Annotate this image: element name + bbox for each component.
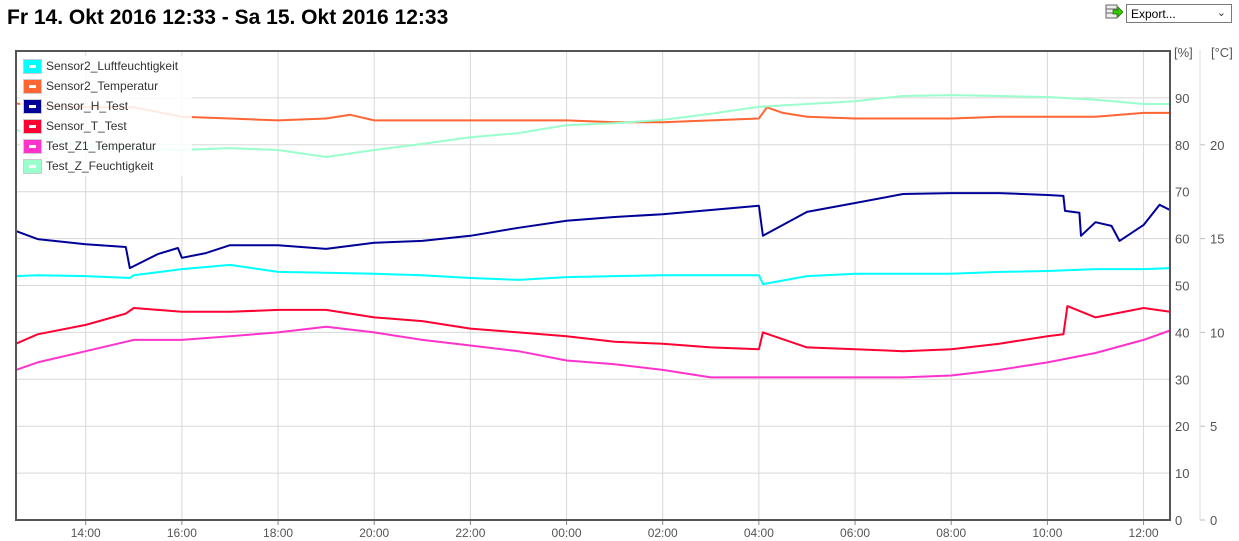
legend-swatch [23,118,42,134]
legend-label: Test_Z1_Temperatur [46,139,157,153]
x-tick-label: 00:00 [552,526,582,540]
legend-label: Sensor_T_Test [46,119,127,133]
chart-title: Fr 14. Okt 2016 12:33 - Sa 15. Okt 2016 … [7,6,449,29]
table-export-icon[interactable] [1105,4,1123,20]
y-right-axis-label: [°C] [1211,45,1233,60]
y-right-tick-label: 0 [1210,513,1217,528]
y-left-tick-label: 90 [1175,91,1189,106]
y-left-tick-label: 10 [1175,466,1189,481]
legend-swatch [23,58,42,74]
y-left-tick-label: 60 [1175,232,1189,247]
series-line-test-z1-temperatur [15,325,1171,379]
y-left-tick-label: 0 [1175,513,1182,528]
legend: Sensor2_Luftfeuchtigkeit Sensor2_Temperat… [20,56,192,176]
y-left-tick-label: 20 [1175,419,1189,434]
y-left-tick-label: 30 [1175,372,1189,387]
y-right-tick-label: 5 [1210,419,1217,434]
x-tick-label: 22:00 [455,526,485,540]
legend-swatch [23,98,42,114]
legend-item[interactable]: Test_Z_Feuchtigkeit [20,156,192,176]
export-dropdown-value: Export... [1131,7,1176,21]
x-tick-label: 14:00 [71,526,101,540]
x-tick-label: 02:00 [648,526,678,540]
series-line-sensor-h-test [15,192,1171,270]
x-tick-label: 16:00 [167,526,197,540]
legend-label: Sensor_H_Test [46,99,129,113]
legend-swatch [23,138,42,154]
legend-item[interactable]: Sensor2_Luftfeuchtigkeit [20,56,192,76]
chevron-down-icon: ⌄ [1216,7,1226,19]
legend-label: Test_Z_Feuchtigkeit [46,159,154,173]
x-tick-label: 08:00 [936,526,966,540]
x-tick-label: 18:00 [263,526,293,540]
y-left-axis-label: [%] [1174,45,1193,60]
y-right-tick-label: 20 [1210,138,1224,153]
y-right-tick-label: 10 [1210,325,1224,340]
series-line-sensor2-luftfeuchtigkeit [15,263,1171,286]
x-tick-label: 20:00 [359,526,389,540]
legend-swatch [23,158,42,174]
plot-frame [15,50,1171,521]
y-left-tick-label: 40 [1175,325,1189,340]
x-tick-label: 10:00 [1032,526,1062,540]
legend-swatch [23,78,42,94]
legend-label: Sensor2_Luftfeuchtigkeit [46,59,179,73]
legend-item[interactable]: Test_Z1_Temperatur [20,136,192,156]
series-line-sensor-t-test [15,305,1171,353]
y-left-tick-label: 50 [1175,279,1189,294]
y-left-tick-label: 70 [1175,185,1189,200]
y-right-tick-label: 15 [1210,232,1224,247]
legend-item[interactable]: Sensor2_Temperatur [20,76,192,96]
x-tick-label: 04:00 [744,526,774,540]
x-tick-label: 06:00 [840,526,870,540]
x-tick-label: 12:00 [1129,526,1159,540]
legend-item[interactable]: Sensor_H_Test [20,96,192,116]
y-left-tick-label: 80 [1175,138,1189,153]
export-dropdown[interactable]: Export... ⌄ [1126,4,1232,23]
legend-label: Sensor2_Temperatur [46,79,159,93]
legend-item[interactable]: Sensor_T_Test [20,116,192,136]
